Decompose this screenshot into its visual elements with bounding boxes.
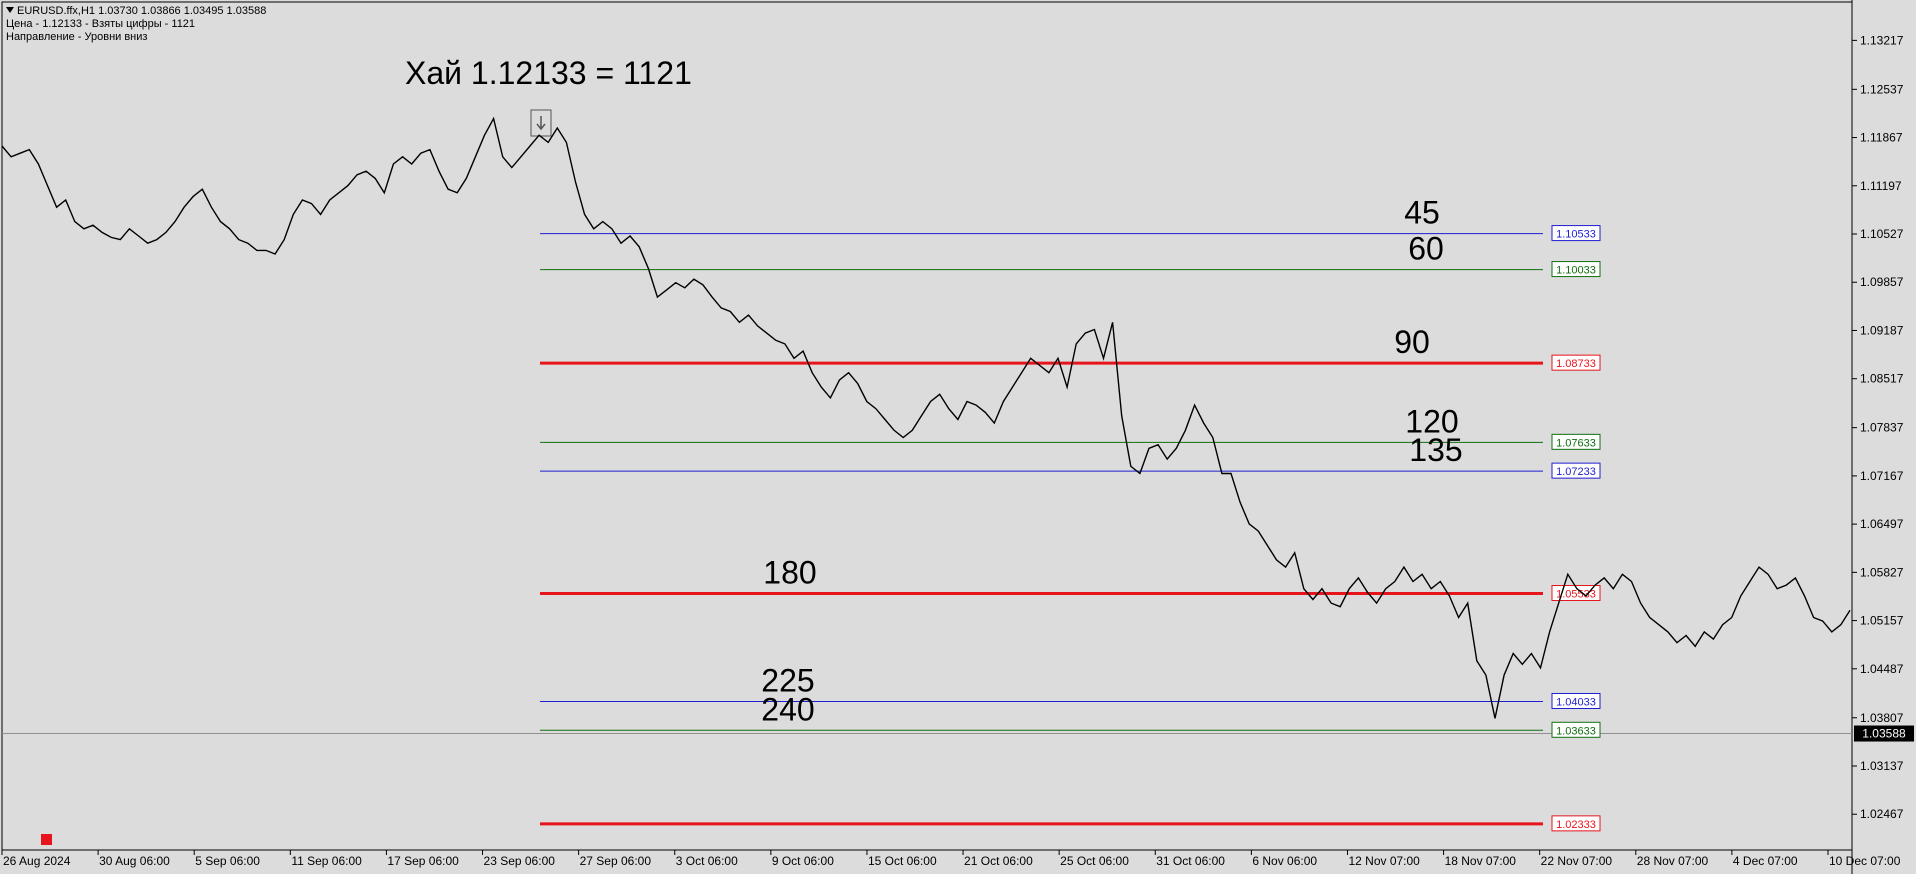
price-axis-label: 1.04487	[1860, 662, 1904, 676]
current-price-tag	[1854, 725, 1914, 742]
level-price-box	[1551, 815, 1601, 832]
level-price-box	[1551, 354, 1601, 371]
time-axis-label: 5 Sep 06:00	[195, 854, 260, 868]
level-price-box	[1551, 585, 1601, 602]
price-axis-label: 1.03807	[1860, 711, 1904, 725]
price-axis-label: 1.09857	[1860, 275, 1904, 289]
price-axis-label: 1.07167	[1860, 469, 1904, 483]
time-axis-label: 12 Nov 07:00	[1348, 854, 1420, 868]
level-price-text: 1.02333	[1556, 819, 1596, 831]
level-price-box	[1551, 433, 1601, 450]
time-axis-label: 4 Dec 07:00	[1733, 854, 1798, 868]
price-axis-label: 1.05157	[1860, 614, 1904, 628]
level-price-text: 1.08733	[1556, 358, 1596, 370]
level-price-text: 1.07233	[1556, 466, 1596, 478]
price-axis-label: 1.10527	[1860, 227, 1904, 241]
price-axis-label: 1.08517	[1860, 372, 1904, 386]
level-price-box	[1551, 692, 1601, 709]
time-axis-label: 30 Aug 06:00	[99, 854, 170, 868]
arrow-down-icon	[536, 116, 546, 131]
time-axis-label: 18 Nov 07:00	[1445, 854, 1517, 868]
level-label-240: 240	[761, 691, 814, 727]
price-axis-label: 1.07837	[1860, 421, 1904, 435]
time-axis-label: 11 Sep 06:00	[291, 854, 362, 868]
time-axis-label: 10 Dec 07:00	[1829, 854, 1901, 868]
price-axis-label: 1.11867	[1860, 131, 1903, 145]
collapse-triangle-icon[interactable]	[6, 7, 14, 13]
price-axis-label: 1.11197	[1860, 179, 1902, 193]
time-axis-label: 23 Sep 06:00	[484, 854, 556, 868]
time-axis-label: 9 Oct 06:00	[772, 854, 834, 868]
level-label-45: 45	[1404, 195, 1440, 231]
level-price-box	[1551, 462, 1601, 479]
level-price-text: 1.07633	[1556, 437, 1596, 449]
symbol-ohlc-text: EURUSD.ffx,H1 1.03730 1.03866 1.03495 1.…	[17, 5, 267, 17]
price-axis-label: 1.03137	[1860, 759, 1904, 773]
level-price-box	[1551, 225, 1601, 242]
time-axis-label: 31 Oct 06:00	[1156, 854, 1225, 868]
level-price-box	[1551, 261, 1601, 278]
indicator-price-info: Цена - 1.12133 - Взяты цифры - 1121	[6, 18, 196, 30]
price-axis-label: 1.09187	[1860, 323, 1904, 337]
level-price-text: 1.10533	[1556, 229, 1596, 241]
price-axis-label: 1.02467	[1860, 807, 1904, 821]
level-price-text: 1.10033	[1556, 265, 1596, 277]
price-axis-label: 1.06497	[1860, 517, 1904, 531]
chart-title: Хай 1.12133 = 1121	[405, 55, 692, 91]
time-axis-label: 25 Oct 06:00	[1060, 854, 1129, 868]
indicator-direction-info: Направление - Уровни вниз	[6, 31, 148, 43]
level-price-text: 1.05533	[1556, 589, 1596, 601]
level-label-120: 120	[1405, 403, 1458, 439]
alert-marker-icon	[41, 834, 52, 845]
level-label-90: 90	[1394, 324, 1430, 360]
time-axis-label: 17 Sep 06:00	[387, 854, 459, 868]
time-axis-label: 28 Nov 07:00	[1637, 854, 1709, 868]
level-price-text: 1.03633	[1556, 725, 1596, 737]
level-label-225: 225	[761, 662, 814, 698]
time-axis-label: 6 Nov 06:00	[1252, 854, 1317, 868]
level-label-135: 135	[1409, 432, 1462, 468]
level-price-box	[1551, 721, 1601, 738]
time-axis-label: 22 Nov 07:00	[1541, 854, 1613, 868]
level-label-60: 60	[1408, 231, 1444, 267]
price-series-line[interactable]	[1, 116, 1851, 719]
level-label-180: 180	[763, 555, 816, 591]
time-axis-label: 3 Oct 06:00	[676, 854, 738, 868]
price-axis-label: 1.13217	[1860, 33, 1904, 47]
time-axis-label: 26 Aug 2024	[3, 854, 71, 868]
time-axis-label: 27 Sep 06:00	[580, 854, 652, 868]
current-price-text: 1.03588	[1862, 727, 1906, 741]
chart-header-symbol: EURUSD.ffx,H1 1.03730 1.03866 1.03495 1.…	[6, 5, 266, 18]
price-axis-label: 1.12537	[1860, 82, 1904, 96]
time-axis-label: 15 Oct 06:00	[868, 854, 937, 868]
level-price-text: 1.04033	[1556, 696, 1596, 708]
time-axis-label: 21 Oct 06:00	[964, 854, 1033, 868]
price-axis-label: 1.05827	[1860, 565, 1904, 579]
